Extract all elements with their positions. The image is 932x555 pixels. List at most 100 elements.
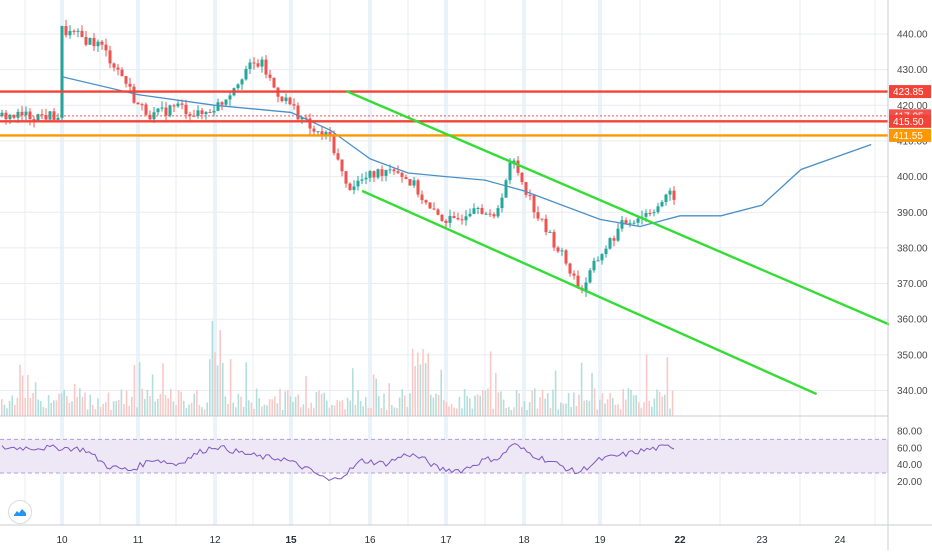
volume-bar [274,396,276,416]
volume-bar [661,396,663,416]
volume-bar [440,369,442,416]
volume-bar [437,394,440,416]
candle-down [552,231,556,248]
volume-bar [339,401,341,416]
volume-bar [393,407,396,416]
candle-down [328,131,332,136]
candle-up [592,260,596,271]
candle-down [536,212,540,219]
volume-bar [544,398,546,416]
candle-up [412,180,416,186]
candle-up [168,105,172,116]
volume-bar [617,404,619,416]
volume-bar [97,398,99,416]
volume-bar [671,390,674,416]
candle-down [296,105,300,120]
volume-bar [596,409,598,416]
candle-down [128,83,132,87]
volume-bar [625,399,627,416]
volume-bar [466,396,468,416]
volume-bar [144,399,146,416]
volume-bar [224,396,227,416]
volume-bar [123,404,125,416]
candle-down [452,215,456,219]
session-line-7 [598,0,602,525]
candle-down [292,104,296,106]
candle-down [540,218,544,220]
candle-up [8,114,12,120]
volume-bar [653,398,656,416]
price-tick-label: 380.00 [897,243,928,254]
candle-down [280,96,284,102]
volume-bar [482,390,484,416]
volume-bar [42,407,45,416]
time-tick-label: 11 [133,535,144,546]
volume-bar [292,401,294,416]
candle-down [108,50,112,64]
volume-bar [578,394,580,416]
candle-up [88,38,92,45]
candle-up [16,111,20,118]
level-badge-423-85 [889,85,931,99]
candle-down [372,171,376,178]
volume-bar [396,407,398,416]
candle-down [312,128,316,132]
volume-bar [586,400,588,416]
candle-down [308,118,312,129]
volume-bar [458,397,461,416]
volume-bar [539,397,541,416]
volume-bar [300,407,302,416]
volume-bar [479,395,481,416]
volume-bar [567,393,570,416]
session-line-5 [444,0,448,525]
volume-bar [255,388,258,416]
volume-bar [651,406,653,416]
volume-bar [575,405,578,416]
candle-up [588,270,592,283]
volume-bar [261,406,263,416]
volume-bar [47,395,50,416]
volume-bar [198,405,201,416]
volume-bar [250,402,253,416]
volume-bar [432,397,435,416]
candle-down [28,111,32,120]
volume-bar [133,364,136,416]
volume-bar [71,401,73,416]
candle-up [360,179,364,181]
volume-bar [136,407,138,416]
candle-down [348,183,352,191]
volume-bar [151,374,154,416]
price-tick-label: 370.00 [897,279,928,290]
time-tick-label: 16 [364,535,376,546]
volume-bar [580,362,583,416]
tradingview-logo-icon[interactable] [8,500,32,524]
candle-up [504,180,508,198]
volume-bar [128,405,130,416]
volume-bar [203,409,206,416]
volume-bar [622,388,624,416]
volume-bar [138,362,141,416]
candle-up [60,26,64,118]
volume-bar [6,408,8,416]
volume-bar [167,398,169,416]
candle-down [112,63,116,68]
volume-bar [34,382,37,416]
volume-bar [630,389,632,416]
volume-bar [258,398,260,416]
volume-bar [487,388,489,416]
candle-down [612,238,616,241]
volume-bar [118,400,120,416]
volume-bar [206,402,208,416]
candle-up [512,160,516,163]
volume-bar [245,362,247,416]
volume-bar [211,320,214,416]
candle-up [244,69,248,80]
candle-up [368,171,372,178]
candle-down [428,202,432,209]
volume-bar [612,398,614,416]
volume-bar [375,378,377,416]
candle-down [84,37,88,45]
candle-up [176,103,180,107]
candle-down [392,169,396,172]
candle-down [624,220,628,224]
